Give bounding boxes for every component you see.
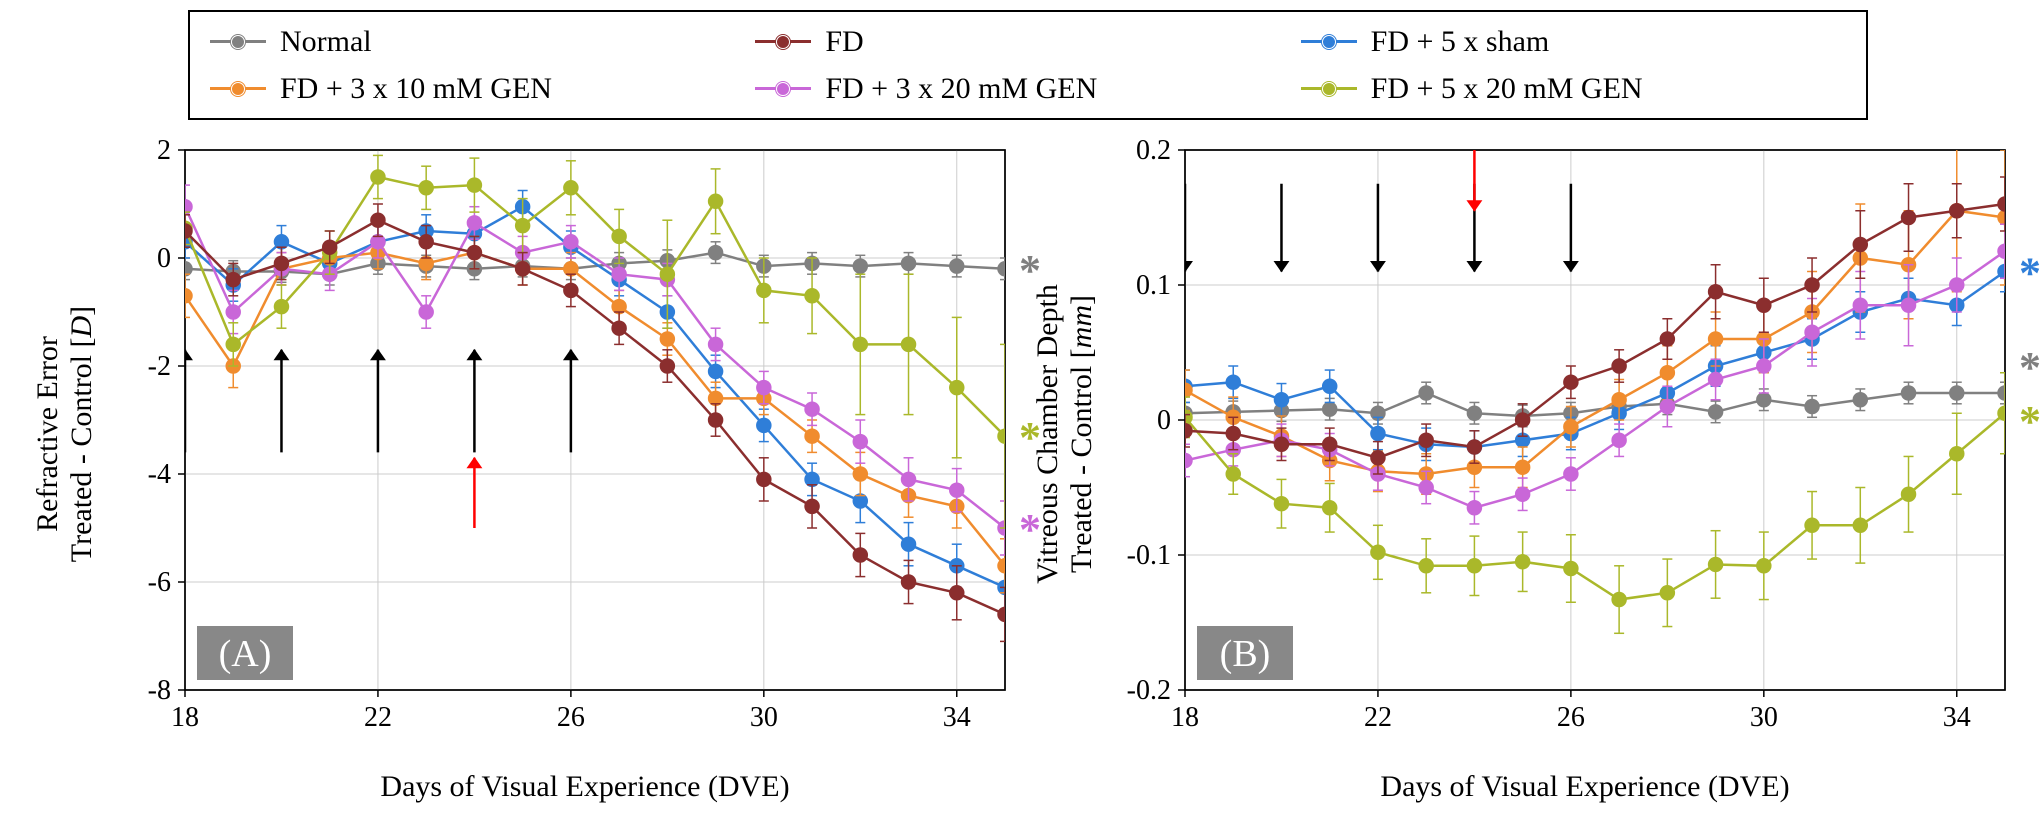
svg-text:(B): (B) [1220,633,1271,675]
svg-text:*: * [1019,246,1041,295]
svg-text:0: 0 [1157,405,1171,436]
svg-text:*: * [2019,249,2040,298]
svg-text:18: 18 [171,702,199,733]
legend-item-sham5: FD + 5 x sham [1301,18,1846,65]
svg-text:-2: -2 [148,351,171,382]
svg-text:0.2: 0.2 [1136,140,1171,166]
svg-text:18: 18 [1171,702,1199,733]
panel-a-ylabel: Refractive Error Treated - Control [D] [31,184,99,684]
chart-panel-a: 18 22 26 30 34 -8 -6 -4 -2 0 2 (A) * * * [100,140,1060,760]
svg-text:0.1: 0.1 [1136,270,1171,301]
legend-item-fd: FD [755,18,1300,65]
legend-item-gen3_20: FD + 3 x 20 mM GEN [755,65,1300,112]
legend-item-normal: Normal [210,18,755,65]
svg-text:-0.2: -0.2 [1127,675,1171,706]
svg-text:*: * [2019,397,2040,446]
svg-text:22: 22 [1364,702,1392,733]
legend: NormalFDFD + 5 x shamFD + 3 x 10 mM GENF… [188,10,1868,120]
svg-text:-6: -6 [148,567,171,598]
legend-item-gen3_10: FD + 3 x 10 mM GEN [210,65,755,112]
svg-text:*: * [1019,413,1041,462]
svg-text:30: 30 [1750,702,1778,733]
svg-text:(A): (A) [219,633,272,675]
svg-text:34: 34 [943,702,971,733]
svg-text:0: 0 [157,243,171,274]
svg-text:34: 34 [1943,702,1971,733]
svg-text:26: 26 [557,702,585,733]
svg-text:26: 26 [1557,702,1585,733]
svg-text:*: * [1019,505,1041,554]
panel-a-xlabel: Days of Visual Experience (DVE) [155,770,1015,804]
svg-text:30: 30 [750,702,778,733]
svg-text:*: * [2019,343,2040,392]
svg-text:2: 2 [157,140,171,166]
svg-text:-4: -4 [148,459,171,490]
svg-text:-8: -8 [148,675,171,706]
panel-b-xlabel: Days of Visual Experience (DVE) [1155,770,2015,804]
svg-text:22: 22 [364,702,392,733]
svg-text:-0.1: -0.1 [1127,540,1171,571]
legend-item-gen5_20: FD + 5 x 20 mM GEN [1301,65,1846,112]
figure-container: NormalFDFD + 5 x shamFD + 3 x 10 mM GENF… [0,0,2040,828]
chart-panel-b: 18 22 26 30 34 -0.2 -0.1 0 0.1 0.2 (B) * * * [1100,140,2040,760]
